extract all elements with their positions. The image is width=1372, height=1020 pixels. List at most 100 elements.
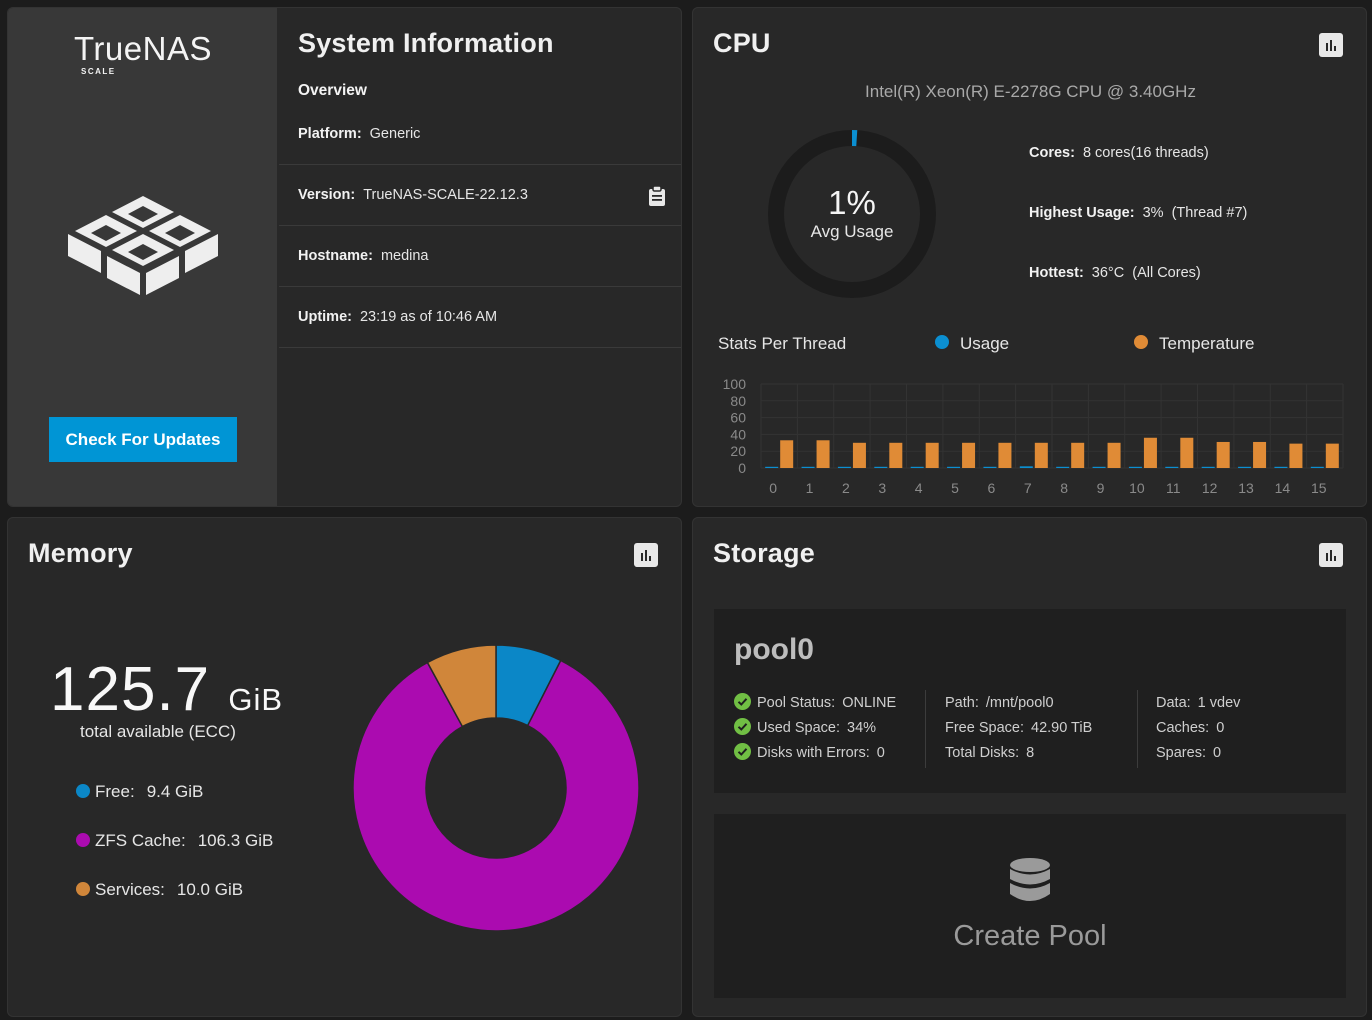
disks-with-errors-row: Disks with Errors: 0	[734, 741, 896, 766]
check-for-updates-button[interactable]: Check For Updates	[49, 417, 237, 462]
temperature-bar	[780, 440, 794, 468]
x-tick-label: 8	[1060, 480, 1068, 496]
hostname-value: medina	[380, 248, 429, 264]
y-tick-label: 100	[723, 376, 747, 392]
bar-chart-icon	[641, 550, 651, 561]
x-tick-label: 6	[988, 480, 996, 496]
free-legend-dot	[76, 784, 90, 798]
x-tick-label: 13	[1238, 480, 1254, 496]
x-tick-label: 3	[878, 480, 886, 496]
y-tick-label: 40	[730, 426, 746, 442]
x-tick-label: 10	[1129, 480, 1145, 496]
temperature-legend-label: Temperature	[1159, 334, 1255, 353]
system-information-title: System Information	[298, 28, 554, 58]
zfs-cache-legend: ZFS Cache: 106.3 GiB	[95, 831, 273, 851]
pool-status-value: ONLINE	[842, 695, 897, 711]
usage-bar	[765, 466, 779, 468]
temperature-bar	[1143, 437, 1157, 468]
y-tick-label: 20	[730, 443, 746, 459]
hostname-row: Hostname: medina	[279, 226, 681, 287]
cpu-reports-button[interactable]	[1319, 33, 1343, 57]
usage-bar	[1019, 466, 1033, 468]
hottest-value: 36°C (All Cores)	[1091, 265, 1201, 281]
caches-value: 0	[1216, 720, 1225, 736]
path-label: Path:	[945, 695, 979, 711]
x-tick-label: 1	[806, 480, 814, 496]
storage-reports-button[interactable]	[1319, 543, 1343, 567]
temperature-bar	[816, 440, 830, 468]
path-value: /mnt/pool0	[985, 695, 1054, 711]
used-space-row: Used Space: 34%	[734, 716, 896, 741]
data-label: Data:	[1156, 695, 1191, 711]
stats-per-thread-label: Stats Per Thread	[718, 334, 847, 353]
free-space-label: Free Space:	[945, 720, 1024, 736]
highest-usage-label: Highest Usage:	[1029, 205, 1135, 221]
overview-heading: Overview	[298, 82, 367, 99]
clipboard-icon[interactable]	[648, 186, 666, 206]
temperature-bar	[925, 442, 939, 468]
memory-slice	[353, 659, 639, 931]
usage-bar	[1310, 466, 1324, 468]
check-circle-icon	[734, 743, 751, 760]
x-tick-label: 0	[769, 480, 777, 496]
caches-label: Caches:	[1156, 720, 1210, 736]
memory-slice	[426, 645, 497, 728]
pool-status-row: Pool Status: ONLINE	[734, 691, 896, 716]
truenas-logo-icon	[68, 196, 218, 295]
usage-bar	[1274, 466, 1288, 468]
version-value: TrueNAS-SCALE-22.12.3	[363, 187, 528, 203]
data-value: 1 vdev	[1197, 695, 1241, 711]
bar-chart-icon	[1326, 40, 1336, 51]
usage-legend-label: Usage	[960, 334, 1010, 353]
hostname-label: Hostname:	[298, 248, 373, 264]
check-circle-icon	[734, 718, 751, 735]
x-tick-label: 15	[1311, 480, 1327, 496]
disks-with-errors-value: 0	[876, 745, 885, 761]
temperature-bar	[1180, 437, 1194, 468]
memory-total-value: 125.7	[50, 655, 211, 724]
cpu-card: CPU Intel(R) Xeon(R) E-2278G CPU @ 3.40G…	[692, 7, 1367, 507]
x-tick-label: 14	[1275, 480, 1291, 496]
usage-bar	[1128, 466, 1142, 468]
version-row: Version: TrueNAS-SCALE-22.12.3	[279, 165, 681, 226]
temperature-bar	[1107, 442, 1121, 468]
zfs-cache-legend-dot	[76, 833, 90, 847]
cpu-title: CPU	[713, 28, 771, 58]
avg-usage-label: Avg Usage	[810, 222, 894, 241]
used-space-label: Used Space:	[757, 720, 841, 736]
y-tick-label: 80	[730, 393, 746, 409]
uptime-value: 23:19 as of 10:46 AM	[359, 309, 498, 325]
services-value: 10.0 GiB	[176, 880, 244, 899]
pool-card[interactable]: pool0 Pool Status: ONLINE Used Space: 34% …	[714, 609, 1346, 793]
usage-bar	[1201, 466, 1215, 468]
temperature-bar	[962, 442, 976, 468]
x-tick-label: 11	[1166, 480, 1181, 496]
bar-chart-icon	[1326, 550, 1336, 561]
temperature-bar	[1325, 443, 1339, 468]
usage-bar	[1056, 466, 1070, 468]
used-space-value: 34%	[847, 720, 877, 736]
avg-usage-gauge	[768, 130, 936, 298]
usage-bar	[874, 466, 888, 468]
usage-bar	[801, 466, 815, 468]
free-legend: Free: 9.4 GiB	[95, 782, 203, 802]
usage-bar	[910, 466, 924, 468]
zfs-cache-value: 106.3 GiB	[197, 831, 274, 850]
pool-vdev-column: Data: 1 vdev Caches: 0 Spares: 0	[1156, 691, 1240, 766]
x-tick-label: 5	[951, 480, 959, 496]
hottest-stat: Hottest: 36°C (All Cores)	[1029, 265, 1201, 281]
temperature-bar	[1216, 441, 1230, 468]
platform-row: Platform: Generic	[279, 104, 681, 165]
x-tick-label: 2	[842, 480, 850, 496]
x-tick-label: 12	[1202, 480, 1218, 496]
create-pool-button[interactable]: Create Pool	[714, 814, 1346, 998]
cores-value: 8 cores(16 threads)	[1082, 145, 1209, 161]
truenas-logo-subtitle: SCALE	[81, 67, 116, 76]
memory-reports-button[interactable]	[634, 543, 658, 567]
x-tick-label: 9	[1097, 480, 1105, 496]
x-tick-label: 4	[915, 480, 923, 496]
uptime-label: Uptime:	[298, 309, 352, 325]
total-disks-label: Total Disks:	[945, 745, 1020, 761]
usage-bar	[947, 466, 961, 468]
